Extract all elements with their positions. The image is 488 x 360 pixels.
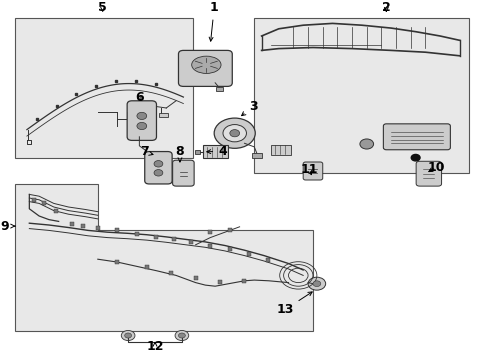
Text: 13: 13 <box>276 292 311 316</box>
FancyBboxPatch shape <box>127 101 156 140</box>
Bar <box>15 18 193 158</box>
Circle shape <box>124 333 131 338</box>
Circle shape <box>154 170 163 176</box>
FancyBboxPatch shape <box>178 50 232 86</box>
Circle shape <box>312 281 320 287</box>
Circle shape <box>175 330 188 341</box>
Circle shape <box>154 161 163 167</box>
Text: 9: 9 <box>0 220 15 233</box>
Text: 7: 7 <box>140 145 153 158</box>
FancyBboxPatch shape <box>172 160 194 186</box>
Text: 6: 6 <box>135 91 143 104</box>
Bar <box>203 145 228 158</box>
Circle shape <box>307 277 325 290</box>
FancyBboxPatch shape <box>415 161 441 186</box>
Circle shape <box>178 333 185 338</box>
Bar <box>271 145 290 155</box>
Text: 10: 10 <box>427 161 444 174</box>
Polygon shape <box>15 184 312 331</box>
Bar <box>194 150 199 154</box>
FancyBboxPatch shape <box>144 152 172 184</box>
Text: 5: 5 <box>98 1 107 14</box>
Bar <box>216 87 223 91</box>
Text: 3: 3 <box>241 100 257 116</box>
Text: 2: 2 <box>381 1 390 14</box>
Text: 8: 8 <box>175 145 184 162</box>
Circle shape <box>137 112 146 120</box>
Bar <box>254 18 468 173</box>
Text: 4: 4 <box>206 145 226 158</box>
Text: 1: 1 <box>209 1 218 41</box>
Circle shape <box>229 130 239 137</box>
Circle shape <box>137 122 146 130</box>
Circle shape <box>410 154 419 161</box>
Ellipse shape <box>191 56 221 73</box>
Text: 11: 11 <box>300 163 317 176</box>
Text: 12: 12 <box>146 340 163 353</box>
Circle shape <box>214 118 255 148</box>
Circle shape <box>359 139 373 149</box>
Bar <box>251 153 261 158</box>
Circle shape <box>121 330 135 341</box>
Bar <box>159 113 167 117</box>
FancyBboxPatch shape <box>383 124 449 150</box>
Circle shape <box>223 125 246 142</box>
FancyBboxPatch shape <box>303 162 322 180</box>
